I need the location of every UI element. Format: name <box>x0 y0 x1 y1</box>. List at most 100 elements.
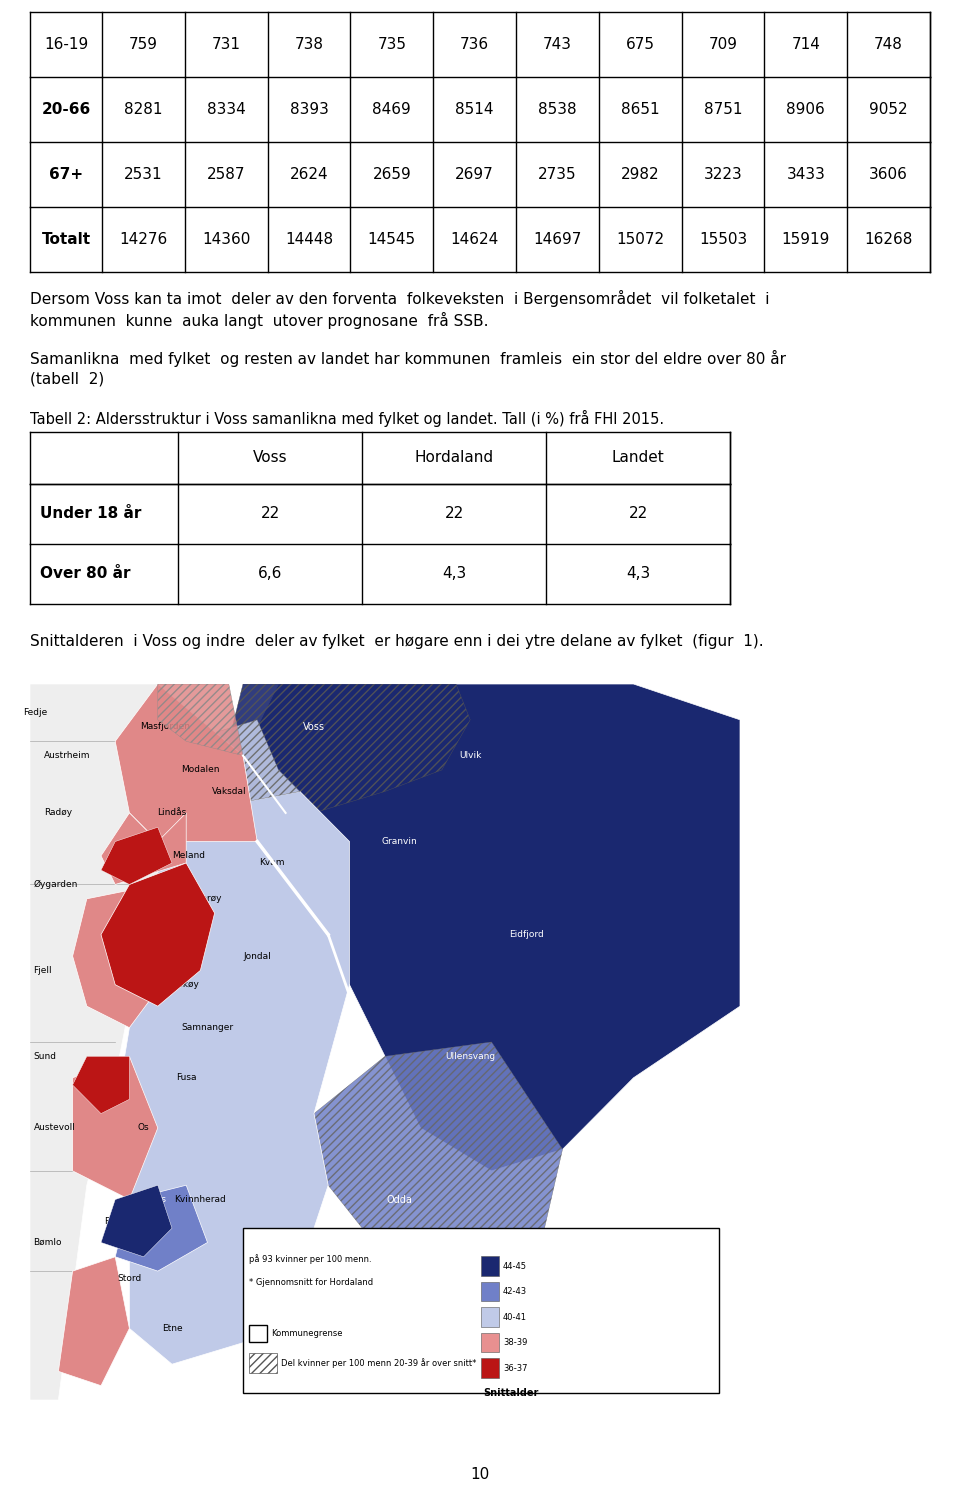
Text: Modalen: Modalen <box>181 766 220 775</box>
Text: 15072: 15072 <box>616 233 664 248</box>
Polygon shape <box>73 885 172 1028</box>
Bar <box>249 1326 267 1342</box>
Text: 15919: 15919 <box>781 233 830 248</box>
Text: 2587: 2587 <box>207 168 246 183</box>
Polygon shape <box>157 684 243 755</box>
Text: Voss: Voss <box>303 722 325 732</box>
Text: Snittalderen  i Voss og indre  deler av fylket  er høgare enn i dei ytre delane : Snittalderen i Voss og indre deler av fy… <box>30 634 763 649</box>
Text: (tabell  2): (tabell 2) <box>30 371 105 387</box>
Text: Dersom Voss kan ta imot  deler av den forventa  folkeveksten  i Bergensområdet  : Dersom Voss kan ta imot deler av den for… <box>30 290 770 307</box>
Bar <box>249 1353 277 1373</box>
Text: Snittalder: Snittalder <box>483 1388 539 1398</box>
Text: * Gjennomsnitt for Hordaland: * Gjennomsnitt for Hordaland <box>249 1277 373 1287</box>
Text: 14276: 14276 <box>119 233 168 248</box>
Text: 8651: 8651 <box>621 103 660 116</box>
Text: Fedje: Fedje <box>23 708 47 717</box>
Text: Fitjar: Fitjar <box>104 1217 127 1226</box>
Text: 14624: 14624 <box>450 233 499 248</box>
Text: Austevoll: Austevoll <box>34 1123 76 1132</box>
Text: Bergen: Bergen <box>141 938 174 947</box>
Bar <box>243 1228 719 1392</box>
Text: 42-43: 42-43 <box>503 1287 527 1296</box>
Text: 38-39: 38-39 <box>503 1338 527 1347</box>
Text: Fusa: Fusa <box>176 1074 197 1083</box>
Text: 2531: 2531 <box>124 168 162 183</box>
Text: Eidfjord: Eidfjord <box>510 930 544 939</box>
Text: 2982: 2982 <box>621 168 660 183</box>
Text: 14545: 14545 <box>368 233 416 248</box>
Polygon shape <box>30 684 186 1400</box>
Text: Tysnes: Tysnes <box>135 1194 166 1203</box>
Text: 8469: 8469 <box>372 103 411 116</box>
Text: 2659: 2659 <box>372 168 411 183</box>
Text: 8538: 8538 <box>539 103 577 116</box>
Text: 709: 709 <box>708 38 737 51</box>
Text: på 93 kvinner per 100 menn.: på 93 kvinner per 100 menn. <box>249 1255 372 1264</box>
Text: Lindås: Lindås <box>157 808 186 817</box>
Text: Voss: Voss <box>252 450 287 465</box>
Text: Granvin: Granvin <box>381 837 417 846</box>
Text: 8281: 8281 <box>124 103 162 116</box>
Text: 16-19: 16-19 <box>44 38 88 51</box>
Text: Askøy: Askøy <box>173 980 200 989</box>
Text: 14360: 14360 <box>202 233 251 248</box>
Text: 15503: 15503 <box>699 233 747 248</box>
Text: 4,3: 4,3 <box>626 566 650 581</box>
Polygon shape <box>59 1256 130 1386</box>
Text: kommunen  kunne  auka langt  utover prognosane  frå SSB.: kommunen kunne auka langt utover prognos… <box>30 313 489 329</box>
Text: Fjell: Fjell <box>34 966 52 975</box>
Text: 675: 675 <box>626 38 655 51</box>
Text: Radøy: Radøy <box>44 808 72 817</box>
Polygon shape <box>157 720 300 812</box>
Polygon shape <box>73 1057 157 1199</box>
Text: 714: 714 <box>791 38 820 51</box>
Text: Vaksdal: Vaksdal <box>211 787 246 796</box>
Text: 8906: 8906 <box>786 103 826 116</box>
Text: Os: Os <box>138 1123 150 1132</box>
Text: 10: 10 <box>470 1468 490 1481</box>
Text: 14697: 14697 <box>533 233 582 248</box>
Polygon shape <box>115 791 349 1364</box>
Bar <box>481 1282 499 1302</box>
Text: 22: 22 <box>260 506 279 521</box>
Text: Del kvinner per 100 menn 20-39 år over snitt*: Del kvinner per 100 menn 20-39 år over s… <box>281 1359 476 1368</box>
Polygon shape <box>101 864 215 1006</box>
Text: 6,6: 6,6 <box>258 566 282 581</box>
Text: Hordaland: Hordaland <box>415 450 493 465</box>
Polygon shape <box>101 1185 172 1256</box>
Bar <box>481 1308 499 1327</box>
Text: Samanlikna  med fylket  og resten av landet har kommunen  framleis  ein stor del: Samanlikna med fylket og resten av lande… <box>30 350 786 367</box>
Text: 2697: 2697 <box>455 168 494 183</box>
Text: 22: 22 <box>629 506 648 521</box>
Text: 36-37: 36-37 <box>503 1364 527 1373</box>
Text: Odda: Odda <box>386 1194 412 1205</box>
Polygon shape <box>115 684 257 841</box>
Text: 8393: 8393 <box>290 103 328 116</box>
Text: 738: 738 <box>295 38 324 51</box>
Polygon shape <box>101 812 186 885</box>
Text: 67+: 67+ <box>49 168 84 183</box>
Bar <box>481 1359 499 1379</box>
Text: 8334: 8334 <box>206 103 246 116</box>
Text: 3433: 3433 <box>786 168 826 183</box>
Text: Over 80 år: Over 80 år <box>40 566 131 581</box>
Text: 2624: 2624 <box>290 168 328 183</box>
Text: Under 18 år: Under 18 år <box>40 506 141 521</box>
Text: 20-66: 20-66 <box>41 103 90 116</box>
Text: 759: 759 <box>129 38 157 51</box>
Bar <box>481 1333 499 1353</box>
Polygon shape <box>228 684 470 812</box>
Text: Totalt: Totalt <box>41 233 90 248</box>
Text: 4,3: 4,3 <box>442 566 467 581</box>
Text: Øygarden: Øygarden <box>34 880 78 889</box>
Text: Tabell 2: Aldersstruktur i Voss samanlikna med fylket og landet. Tall (i %) frå : Tabell 2: Aldersstruktur i Voss samanlik… <box>30 411 664 427</box>
Text: 731: 731 <box>212 38 241 51</box>
Text: Sund: Sund <box>34 1052 57 1062</box>
Text: 40-41: 40-41 <box>503 1312 527 1321</box>
Text: Samnanger: Samnanger <box>181 1024 233 1033</box>
Text: Stord: Stord <box>117 1274 141 1284</box>
Text: Meland: Meland <box>172 852 205 861</box>
Text: Landet: Landet <box>612 450 664 465</box>
Text: 736: 736 <box>460 38 490 51</box>
Text: Bømlo: Bømlo <box>34 1238 62 1247</box>
